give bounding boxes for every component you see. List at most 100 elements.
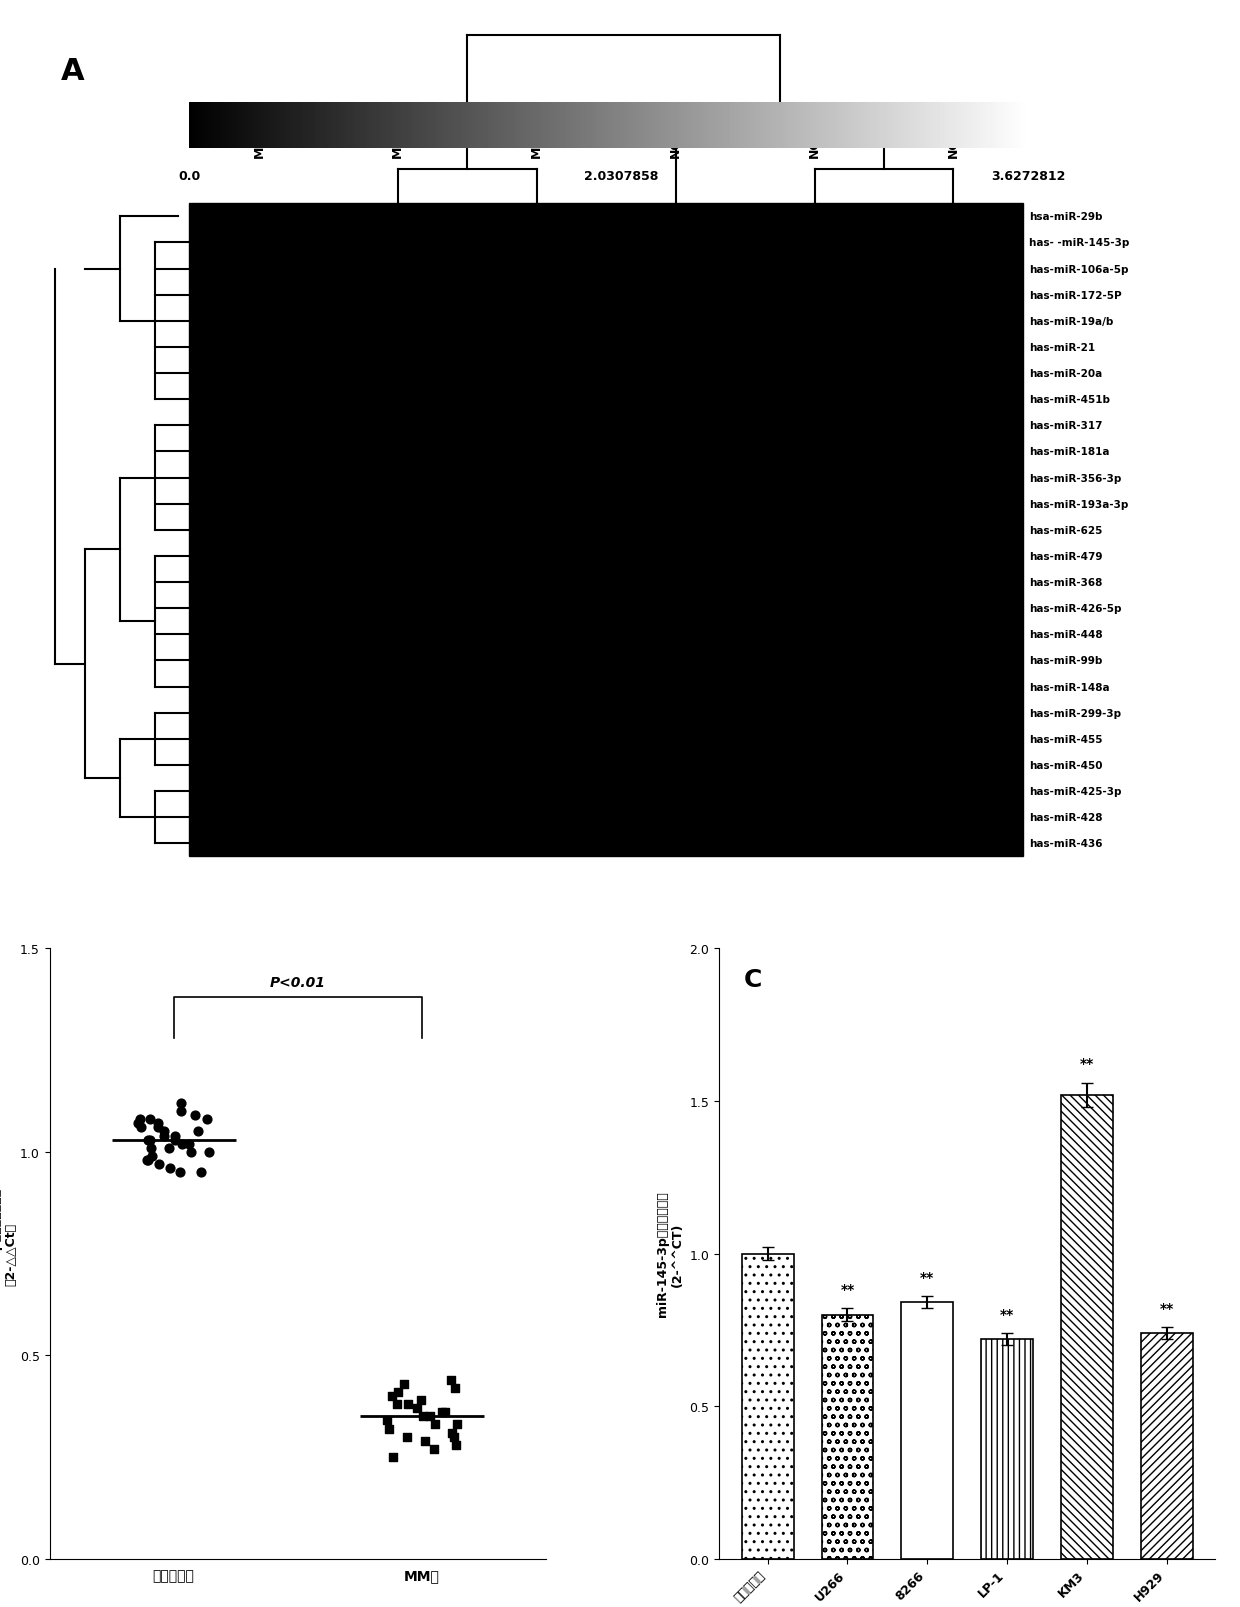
Text: has-miR-21: has-miR-21 xyxy=(1029,342,1095,352)
Point xyxy=(154,1118,174,1144)
Text: **: ** xyxy=(841,1282,854,1297)
Bar xyxy=(190,204,1023,857)
Point xyxy=(446,1411,466,1437)
Text: **: ** xyxy=(920,1270,935,1284)
Point xyxy=(197,1107,217,1133)
Text: 0.0: 0.0 xyxy=(179,170,201,183)
Point xyxy=(398,1392,418,1417)
Text: has-miR-20a: has-miR-20a xyxy=(1029,370,1102,379)
Bar xyxy=(742,1253,794,1559)
Point xyxy=(382,1384,402,1409)
Bar xyxy=(1141,1334,1193,1559)
Point xyxy=(130,1115,150,1141)
Text: has-miR-172-5P: has-miR-172-5P xyxy=(1029,291,1121,301)
Text: has-miR-448: has-miR-448 xyxy=(1029,630,1102,640)
Text: has-miR-428: has-miR-428 xyxy=(1029,813,1102,823)
Text: has-miR-106a-5p: has-miR-106a-5p xyxy=(1029,265,1128,275)
Text: **: ** xyxy=(999,1306,1014,1321)
Text: MM-3: MM-3 xyxy=(253,119,265,157)
Text: MM-1: MM-1 xyxy=(531,119,543,157)
Point xyxy=(171,1091,191,1117)
Text: has-miR-455: has-miR-455 xyxy=(1029,734,1102,744)
Bar xyxy=(901,1303,954,1559)
Text: 2.0307858: 2.0307858 xyxy=(584,170,658,183)
Point xyxy=(136,1147,156,1173)
Point xyxy=(138,1147,157,1173)
Y-axis label: miR-145-3p的相对表达水平
（2-△△Ct）: miR-145-3p的相对表达水平 （2-△△Ct） xyxy=(0,1188,17,1321)
Point xyxy=(415,1429,435,1454)
Point xyxy=(143,1143,162,1168)
Text: 3.6272812: 3.6272812 xyxy=(992,170,1066,183)
Point xyxy=(172,1131,192,1157)
Point xyxy=(435,1400,455,1425)
Point xyxy=(140,1107,160,1133)
Point xyxy=(388,1379,408,1405)
Text: has-miR-625: has-miR-625 xyxy=(1029,525,1102,535)
Text: **: ** xyxy=(1080,1057,1094,1070)
Text: P<0.01: P<0.01 xyxy=(269,975,326,990)
Point xyxy=(171,1160,191,1186)
Text: has-miR-425-3p: has-miR-425-3p xyxy=(1029,787,1121,797)
Text: has-miR-436: has-miR-436 xyxy=(1029,839,1102,848)
Text: has-miR-193a-3p: has-miR-193a-3p xyxy=(1029,500,1128,509)
Point xyxy=(379,1416,399,1441)
Text: has- -miR-145-3p: has- -miR-145-3p xyxy=(1029,238,1130,247)
Point xyxy=(148,1115,167,1141)
Point xyxy=(394,1371,414,1396)
Text: has-miR-356-3p: has-miR-356-3p xyxy=(1029,474,1121,484)
Point xyxy=(181,1139,201,1165)
Text: has-miR-426-5p: has-miR-426-5p xyxy=(1029,604,1121,614)
Text: has-miR-479: has-miR-479 xyxy=(1029,551,1102,561)
Text: has-miR-368: has-miR-368 xyxy=(1029,579,1102,588)
Text: NC-1: NC-1 xyxy=(947,124,960,157)
Point xyxy=(160,1155,180,1181)
Point xyxy=(387,1392,407,1417)
Point xyxy=(141,1135,161,1160)
Point xyxy=(128,1110,148,1136)
Text: NC-3: NC-3 xyxy=(670,124,682,157)
Point xyxy=(425,1411,445,1437)
Text: has-miR-99b: has-miR-99b xyxy=(1029,656,1102,665)
Text: hsa-miR-29b: hsa-miR-29b xyxy=(1029,212,1102,222)
Point xyxy=(413,1403,433,1429)
Point xyxy=(185,1102,205,1128)
Point xyxy=(138,1127,157,1152)
Text: has-miR-450: has-miR-450 xyxy=(1029,760,1102,770)
Bar xyxy=(1061,1094,1112,1559)
Point xyxy=(446,1432,466,1458)
Point xyxy=(140,1127,160,1152)
Text: has-miR-451b: has-miR-451b xyxy=(1029,395,1110,405)
Text: MM-2: MM-2 xyxy=(392,119,404,157)
Point xyxy=(165,1127,185,1152)
Text: has-miR-181a: has-miR-181a xyxy=(1029,447,1110,456)
Point xyxy=(130,1107,150,1133)
Point xyxy=(412,1387,432,1413)
Point xyxy=(424,1437,444,1462)
Point xyxy=(165,1123,185,1149)
Point xyxy=(188,1118,208,1144)
Point xyxy=(171,1099,191,1125)
Y-axis label: miR-145-3p相对表达水平
(2-^^CT): miR-145-3p相对表达水平 (2-^^CT) xyxy=(656,1191,684,1316)
Text: has-miR-299-3p: has-miR-299-3p xyxy=(1029,709,1121,718)
Point xyxy=(444,1424,464,1450)
Text: A: A xyxy=(61,56,84,85)
Point xyxy=(443,1421,463,1446)
Point xyxy=(191,1160,211,1186)
Point xyxy=(149,1152,169,1178)
Bar xyxy=(981,1339,1033,1559)
Point xyxy=(445,1376,465,1401)
Point xyxy=(198,1139,218,1165)
Text: **: ** xyxy=(1159,1300,1174,1315)
Text: has-miR-148a: has-miR-148a xyxy=(1029,683,1110,693)
Point xyxy=(433,1400,453,1425)
Bar xyxy=(822,1315,873,1559)
Text: C: C xyxy=(744,967,763,992)
Point xyxy=(397,1424,417,1450)
Point xyxy=(377,1408,397,1433)
Point xyxy=(407,1395,427,1421)
Point xyxy=(159,1135,179,1160)
Point xyxy=(179,1131,198,1157)
Text: has-miR-317: has-miR-317 xyxy=(1029,421,1102,431)
Point xyxy=(441,1368,461,1393)
Text: NC-2: NC-2 xyxy=(808,124,821,157)
